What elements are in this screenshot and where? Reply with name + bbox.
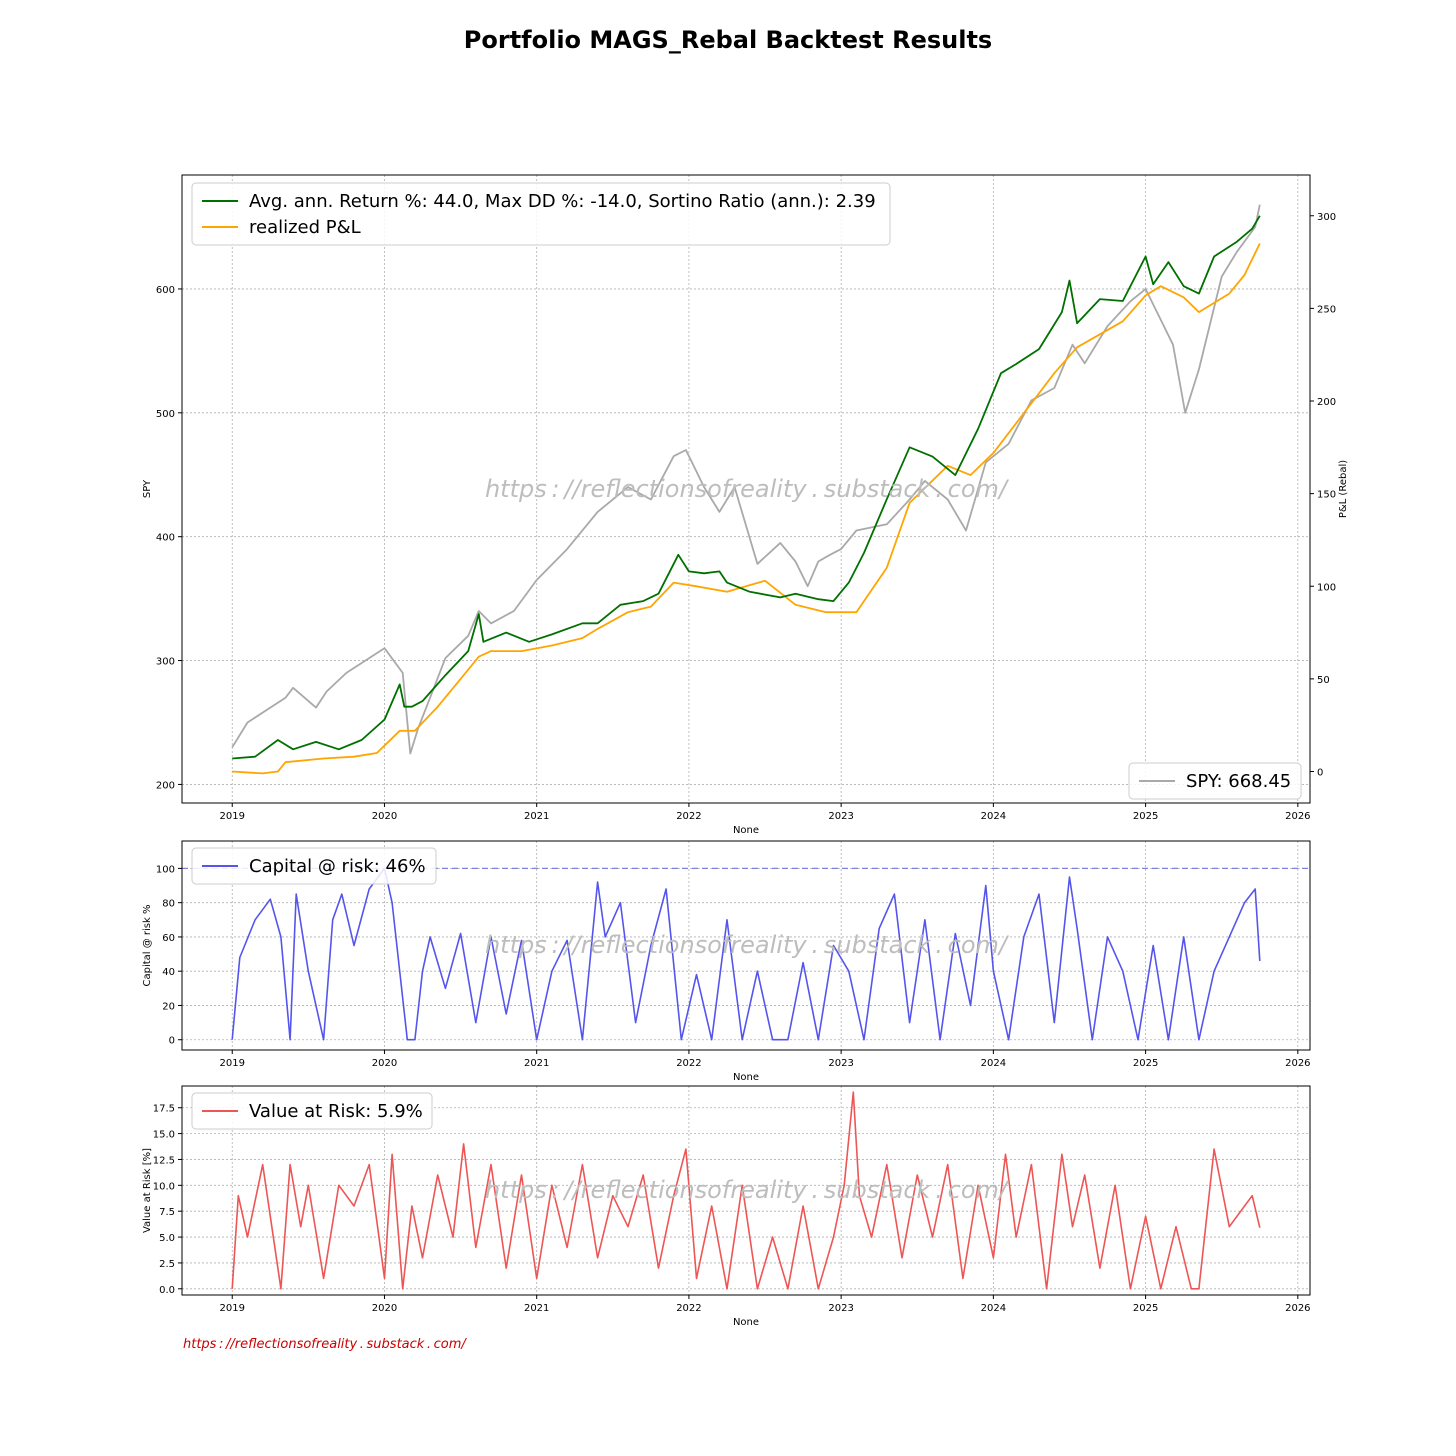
y-tick-label: 500 [156, 409, 175, 420]
x-tick-label: 2021 [524, 811, 549, 822]
y-tick-label: 7.5 [159, 1207, 175, 1218]
y-right-tick-label: 50 [1317, 675, 1330, 686]
legend-box [1128, 762, 1302, 800]
x-tick-label: 2024 [981, 1058, 1006, 1069]
x-tick-label: 2020 [372, 1058, 397, 1069]
legend-label: Avg. ann. Return %: 44.0, Max DD %: -14.… [249, 191, 876, 212]
var-panel: 2019 2020 2021 2022 2023 2024 2025 2026 0.0 2.5 5.… [142, 1085, 1311, 1328]
watermark: https : //reflectionsofreality . substac… [485, 931, 1010, 959]
y-tick-label: 400 [156, 533, 175, 544]
y-axis-label: Capital @ risk % [142, 905, 153, 987]
y-tick-label: 100 [156, 864, 175, 875]
y-tick-label: 20 [162, 1001, 175, 1012]
y-tick-label: 5.0 [159, 1233, 175, 1244]
plot-frame [181, 1085, 1311, 1296]
y-axis-label: Value at Risk [%] [142, 1148, 153, 1233]
y-tick-label: 300 [156, 657, 175, 668]
x-axis-label: None [733, 825, 759, 836]
x-tick-label: 2020 [372, 1303, 397, 1314]
legend-box [191, 182, 891, 246]
x-tick-label: 2025 [1133, 1058, 1158, 1069]
main-panel: 2019 2020 2021 2022 2023 2024 2025 2026 200 300 40… [142, 174, 1349, 836]
series-line-realized-pnl [232, 243, 1261, 775]
legend-box [191, 847, 437, 885]
y-right-axis-label: P&L (Rebal) [1338, 460, 1349, 518]
x-axis-label: None [733, 1072, 759, 1083]
y-tick-label: 200 [156, 780, 175, 791]
y-tick-label: 15.0 [153, 1130, 175, 1141]
y-right-tick-label: 150 [1317, 490, 1336, 501]
x-tick-label: 2021 [524, 1058, 549, 1069]
x-tick-label: 2021 [524, 1303, 549, 1314]
y-axis-label: SPY [142, 479, 153, 498]
series-line-spy [231, 204, 1261, 755]
y-tick-label: 10.0 [153, 1181, 175, 1192]
y-tick-label: 12.5 [153, 1155, 175, 1166]
y-right-tick-label: 250 [1317, 304, 1336, 315]
legend-label: SPY: 668.45 [1186, 771, 1291, 792]
x-tick-label: 2022 [676, 1058, 701, 1069]
y-right-tick-label: 100 [1317, 582, 1336, 593]
x-tick-label: 2019 [220, 811, 245, 822]
footer-link[interactable]: https : //reflectionsofreality . substac… [183, 1337, 467, 1352]
x-tick-label: 2026 [1285, 1303, 1310, 1314]
y-right-tick-label: 200 [1317, 397, 1336, 408]
legend-label: Capital @ risk: 46% [249, 856, 426, 877]
x-tick-label: 2026 [1285, 811, 1310, 822]
y-tick-label: 80 [162, 899, 175, 910]
y-tick-label: 40 [162, 967, 175, 978]
y-tick-label: 0 [169, 1036, 175, 1047]
x-tick-label: 2025 [1133, 1303, 1158, 1314]
x-tick-label: 2022 [676, 1303, 701, 1314]
y-right-tick-label: 0 [1317, 768, 1323, 779]
series-line-value-at-risk [231, 1091, 1261, 1290]
legend-label: realized P&L [249, 217, 361, 238]
plot-frame [181, 174, 1311, 804]
x-tick-label: 2024 [981, 1303, 1006, 1314]
x-tick-label: 2024 [981, 811, 1006, 822]
y-tick-label: 0.0 [159, 1285, 175, 1296]
series-line-strategy [232, 215, 1261, 760]
y-tick-label: 17.5 [153, 1104, 175, 1115]
y-tick-label: 60 [162, 933, 175, 944]
x-tick-label: 2025 [1133, 811, 1158, 822]
x-tick-label: 2022 [676, 811, 701, 822]
x-tick-label: 2023 [828, 1058, 853, 1069]
x-tick-label: 2020 [372, 811, 397, 822]
watermark: https : //reflectionsofreality . substac… [485, 1176, 1010, 1204]
x-tick-label: 2019 [220, 1058, 245, 1069]
x-axis-label: None [733, 1317, 759, 1328]
figure-title: Portfolio MAGS_Rebal Backtest Results [464, 26, 992, 54]
x-tick-label: 2023 [828, 1303, 853, 1314]
watermark: https : //reflectionsofreality . substac… [485, 475, 1010, 503]
capital-panel: 2019 2020 2021 2022 2023 2024 2025 2026 0 20 40 60 8… [142, 840, 1311, 1083]
x-tick-label: 2023 [828, 811, 853, 822]
x-tick-label: 2019 [220, 1303, 245, 1314]
legend-label: Value at Risk: 5.9% [249, 1101, 423, 1122]
x-tick-label: 2026 [1285, 1058, 1310, 1069]
y-tick-label: 2.5 [159, 1259, 175, 1270]
legend-box [191, 1092, 433, 1130]
plot-frame [181, 840, 1311, 1051]
y-right-tick-label: 300 [1317, 212, 1336, 223]
y-tick-label: 600 [156, 285, 175, 296]
